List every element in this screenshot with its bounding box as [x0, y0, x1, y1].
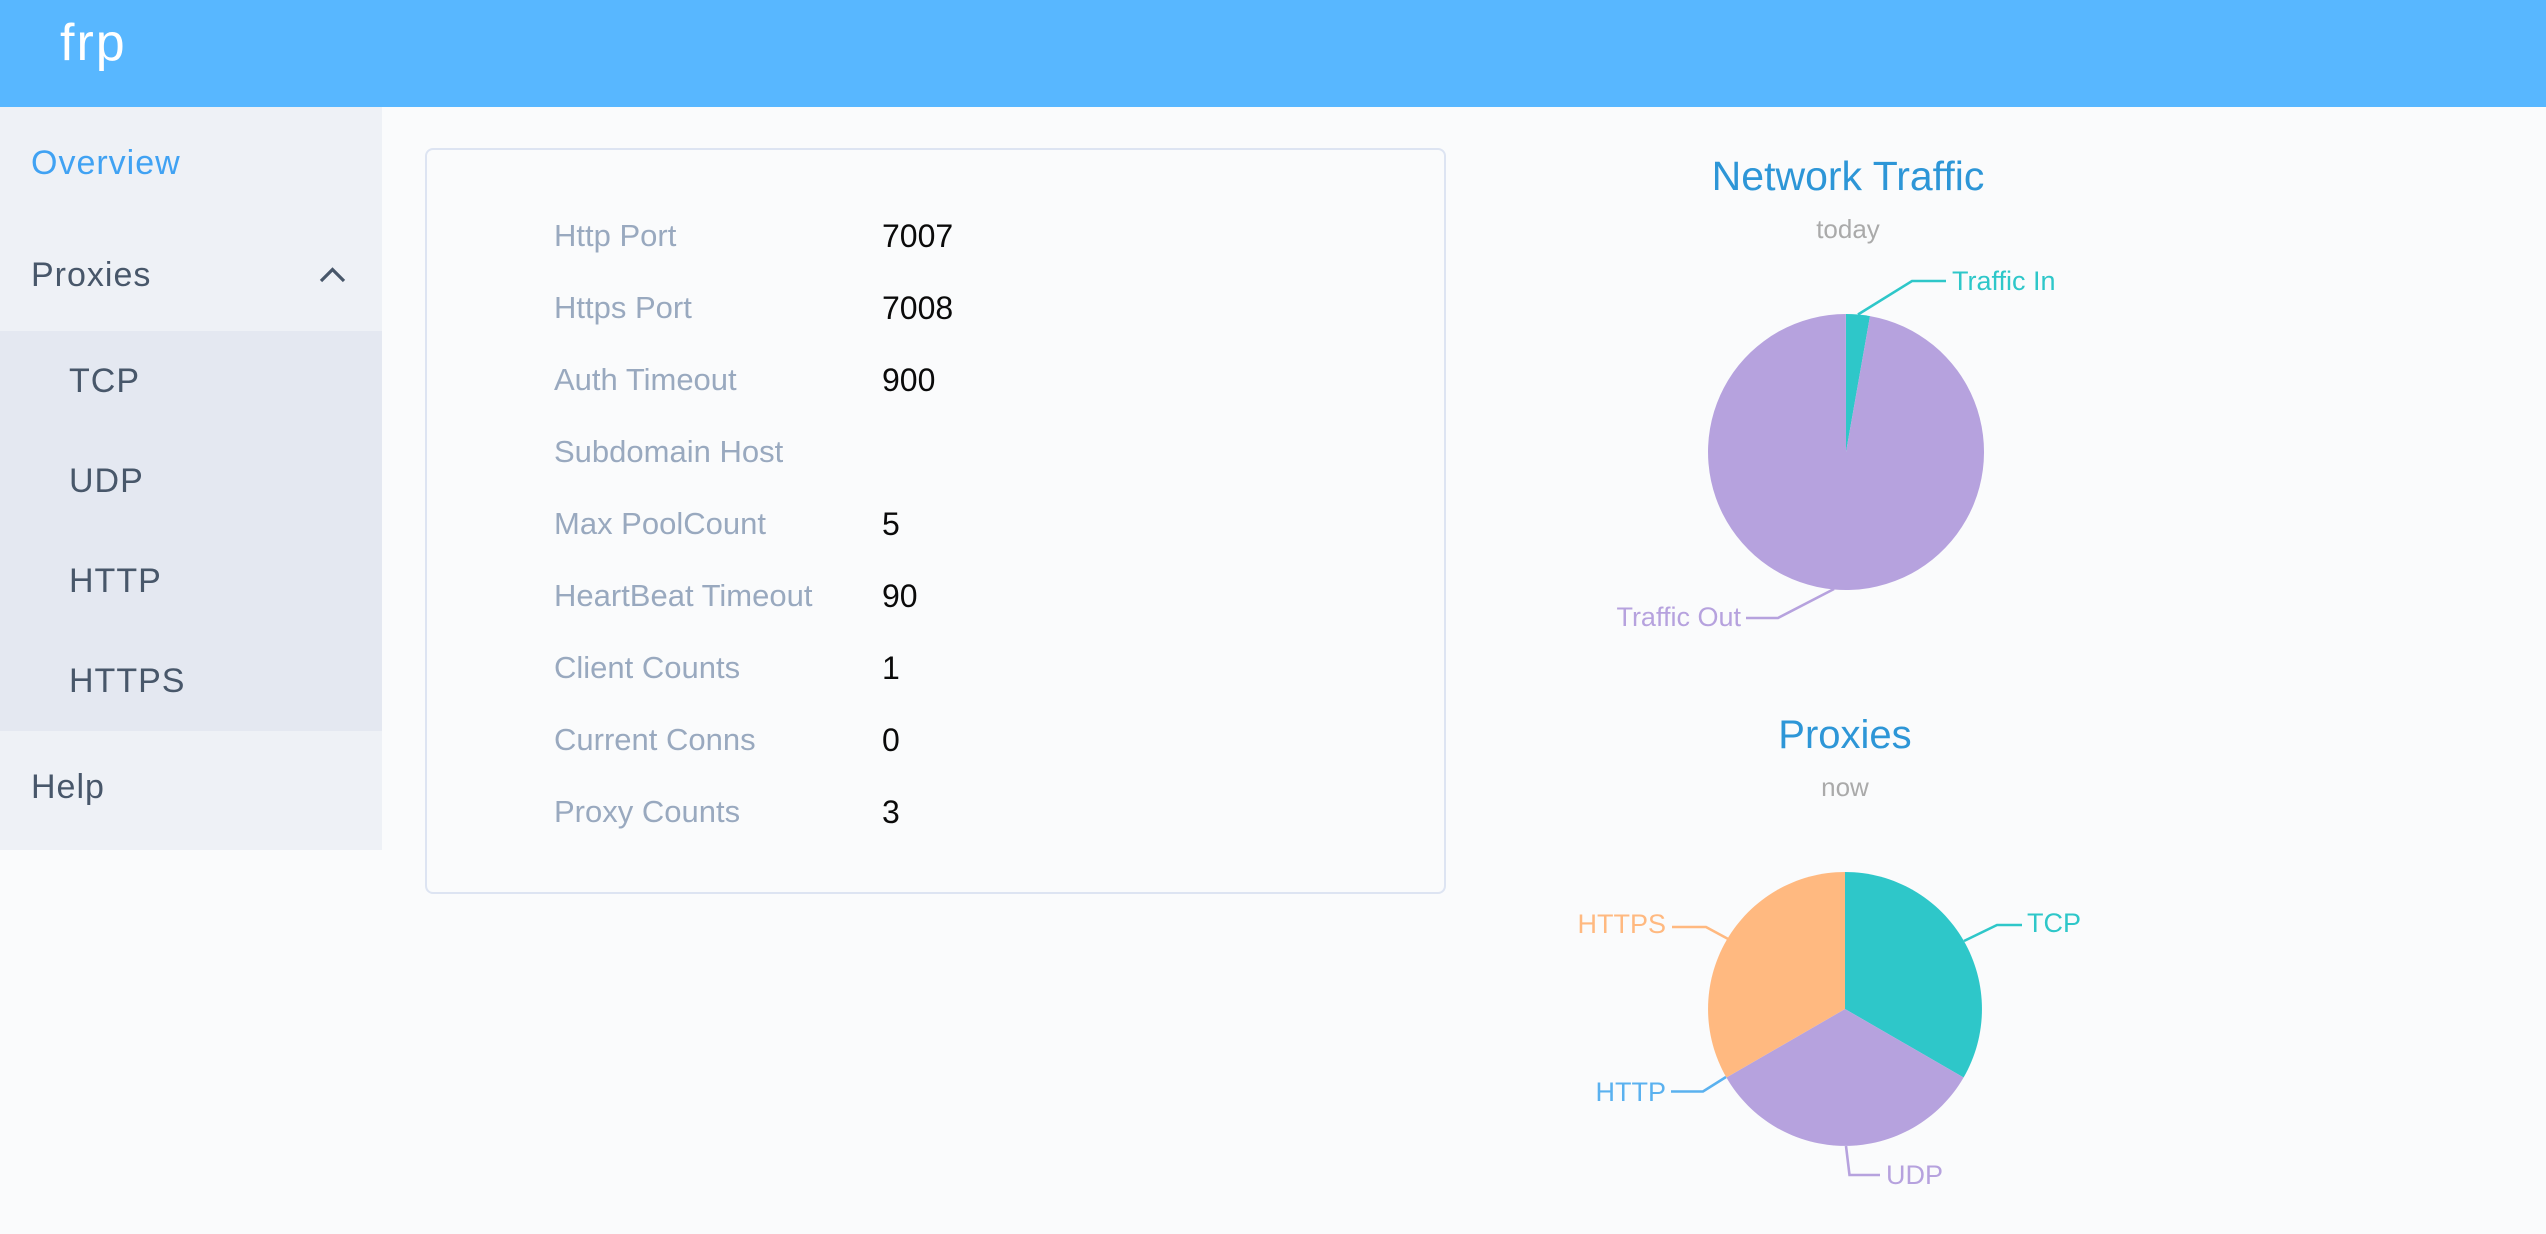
svg-text:HTTP: HTTP	[1596, 1077, 1667, 1107]
svg-text:Traffic Out: Traffic Out	[1616, 602, 1741, 632]
svg-text:Proxies: Proxies	[1778, 713, 1911, 757]
svg-text:TCP: TCP	[2027, 908, 2081, 938]
svg-text:UDP: UDP	[1886, 1160, 1943, 1190]
svg-text:Network Traffic: Network Traffic	[1712, 153, 1985, 199]
svg-text:now: now	[1821, 772, 1869, 802]
svg-text:HTTPS: HTTPS	[1577, 909, 1666, 939]
svg-text:today: today	[1816, 214, 1880, 244]
svg-text:Traffic In: Traffic In	[1952, 266, 2056, 296]
